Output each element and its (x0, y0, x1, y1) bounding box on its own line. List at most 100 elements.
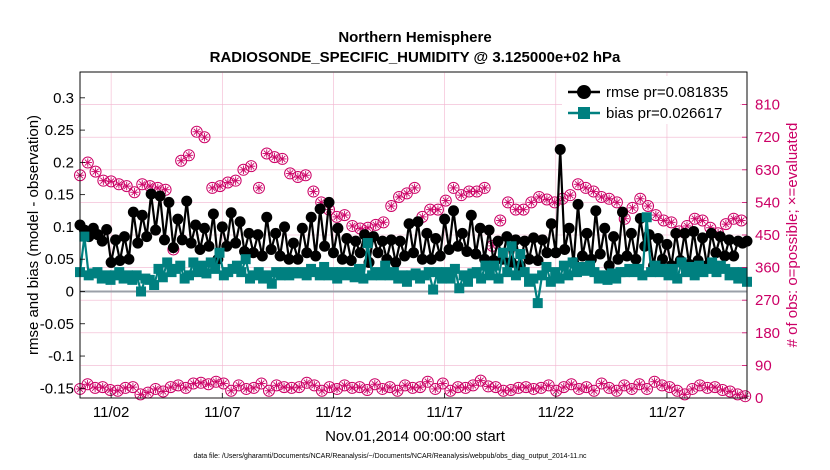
obs-evaluated-point-circle (451, 381, 464, 394)
y-tick-label: 0.3 (53, 90, 74, 107)
obs-possible-point (642, 200, 655, 213)
rmse-point (394, 235, 406, 247)
legend: rmse pr=0.081835 bias pr=0.026617 (562, 76, 740, 124)
rmse-point (207, 208, 219, 220)
obs-evaluated-point-spoke (696, 382, 704, 389)
obs-evaluated-point-spoke (666, 383, 673, 391)
obs-possible-point-spoke (543, 196, 551, 203)
rmse-point (723, 234, 735, 246)
rmse-point (399, 250, 411, 262)
obs-possible-point-spoke (442, 197, 450, 204)
obs-possible-point-circle (128, 186, 141, 199)
obs-evaluated-point-circle (232, 379, 245, 392)
bias-point (480, 260, 491, 271)
obs-evaluated-point-spoke (583, 383, 590, 391)
rmse-point (448, 205, 460, 217)
obs-evaluated-point (376, 382, 389, 395)
bias-point (131, 270, 142, 281)
obs-evaluated-point-circle (618, 379, 631, 392)
bias-point (694, 260, 705, 271)
obs-possible-point-circle (572, 178, 585, 191)
obs-evaluated-point-spoke (726, 388, 734, 395)
bias-point (445, 273, 456, 284)
obs-possible-point (190, 125, 203, 138)
obs-possible-point-spoke (590, 188, 597, 195)
obs-evaluated-point (149, 382, 162, 395)
obs-evaluated-point-spoke (613, 387, 621, 395)
bias-point (423, 267, 434, 278)
obs-possible-point-spoke (263, 150, 271, 157)
obs-evaluated-point-circle (686, 382, 699, 395)
obs-possible-point-spoke (185, 152, 193, 159)
bias-point (362, 238, 373, 249)
obs-possible-point (338, 209, 351, 222)
obs-possible-point (548, 196, 561, 209)
obs-possible-point-circle (548, 196, 561, 209)
bias-point (266, 278, 277, 289)
obs-possible-point-circle (634, 192, 647, 205)
rmse-point (616, 206, 628, 218)
obs-possible-point-spoke (434, 206, 442, 213)
rmse-point (305, 211, 317, 223)
rmse-point (456, 227, 468, 239)
data-file-note: data file: /Users/gharamti/Documents/NCA… (193, 453, 587, 460)
obs-possible-point-circle (284, 167, 297, 180)
obs-possible-point (494, 214, 507, 227)
rmse-point (145, 188, 157, 200)
obs-possible-point (610, 196, 623, 209)
obs-evaluated-point-circle (361, 384, 374, 397)
obs-evaluated-point (724, 385, 737, 398)
obs-evaluated-point (739, 390, 752, 403)
x-tick-label: 11/02 (93, 404, 129, 421)
obs-evaluated-point-circle (119, 381, 132, 394)
bias-point (231, 260, 242, 271)
obs-evaluated-point (474, 374, 487, 387)
obs-possible-point-circle (245, 160, 258, 173)
y2-axis-label: # of obs: o=possible; ×=evaluated (784, 123, 801, 348)
obs-evaluated-point-spoke (106, 386, 114, 394)
obs-possible-point (424, 203, 437, 216)
rmse-point (327, 247, 339, 259)
obs-possible-point-spoke (115, 181, 123, 188)
obs-evaluated-point (603, 381, 616, 394)
rmse-point (194, 244, 206, 256)
obs-possible-point (587, 185, 600, 198)
obs-evaluated-point (527, 382, 540, 395)
obs-evaluated-point-circle (278, 381, 291, 394)
rmse-point (679, 227, 691, 239)
obs-evaluated-point-circle (111, 384, 124, 397)
obs-evaluated-point-spoke (394, 387, 401, 395)
obs-evaluated-point (157, 385, 170, 398)
bias-point (558, 260, 569, 271)
rmse-point (230, 237, 242, 249)
bias-point (205, 257, 216, 268)
obs-possible-point-circle (579, 181, 592, 194)
y-tick-label: 0.2 (53, 154, 74, 171)
obs-evaluated-point (96, 381, 109, 394)
y-tick-label: -0.1 (48, 348, 74, 365)
bias-point (92, 267, 103, 278)
obs-possible-point-circle (307, 185, 320, 198)
y-tick-label: 0.1 (53, 219, 74, 236)
x-axis-label: Nov.01,2014 00:00:00 start (325, 428, 506, 445)
rmse-point (532, 254, 544, 266)
obs-evaluated-point (81, 378, 94, 391)
obs-possible-point-spoke (473, 188, 481, 195)
y2-tick-label: 810 (755, 97, 780, 114)
obs-evaluated-point-spoke (673, 387, 681, 395)
obs-evaluated-point-circle (421, 375, 434, 388)
obs-evaluated-point-spoke (280, 383, 288, 391)
obs-possible-point-circle (385, 200, 398, 213)
rmse-point (385, 234, 397, 246)
obs-possible-point (579, 181, 592, 194)
obs-evaluated-point (225, 384, 238, 397)
rmse-point (247, 247, 259, 259)
obs-evaluated-point (421, 375, 434, 388)
bias-point (301, 270, 312, 281)
rmse-point (550, 247, 562, 259)
legend-bias-marker (578, 107, 590, 119)
bias-point (183, 270, 194, 281)
obs-possible-point (128, 186, 141, 199)
bias-point (689, 270, 700, 281)
obs-possible-point-spoke (146, 182, 154, 190)
